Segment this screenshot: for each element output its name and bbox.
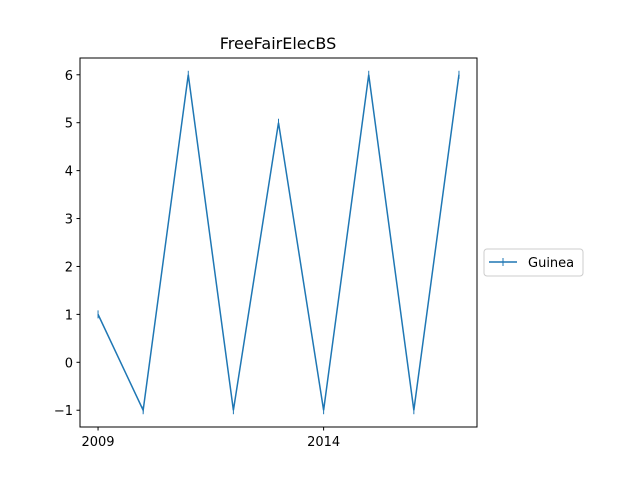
- plot-area: [80, 58, 477, 427]
- y-tick-label: 4: [65, 165, 73, 180]
- legend: Guinea: [483, 248, 584, 277]
- y-tick-label: 2: [65, 260, 73, 275]
- x-tick-label: 2009: [81, 435, 114, 450]
- x-tick-label: 2014: [307, 435, 340, 450]
- y-tick-label: 1: [65, 308, 73, 323]
- x-axis: 2009 2014: [81, 427, 340, 450]
- y-tick-label: 0: [65, 356, 73, 371]
- y-tick-label: −1: [54, 404, 73, 419]
- legend-box: [483, 248, 584, 277]
- chart-title: FreeFairElecBS: [220, 34, 337, 53]
- plot-marks: [97, 70, 460, 415]
- y-axis: −1 0 1 2 3 4 5 6: [54, 69, 80, 419]
- plot-frame: [79, 57, 478, 428]
- legend-label-guinea: Guinea: [528, 256, 574, 271]
- y-tick-label: 6: [65, 69, 73, 84]
- y-tick-label: 5: [65, 117, 73, 132]
- y-tick-label: 3: [65, 213, 73, 228]
